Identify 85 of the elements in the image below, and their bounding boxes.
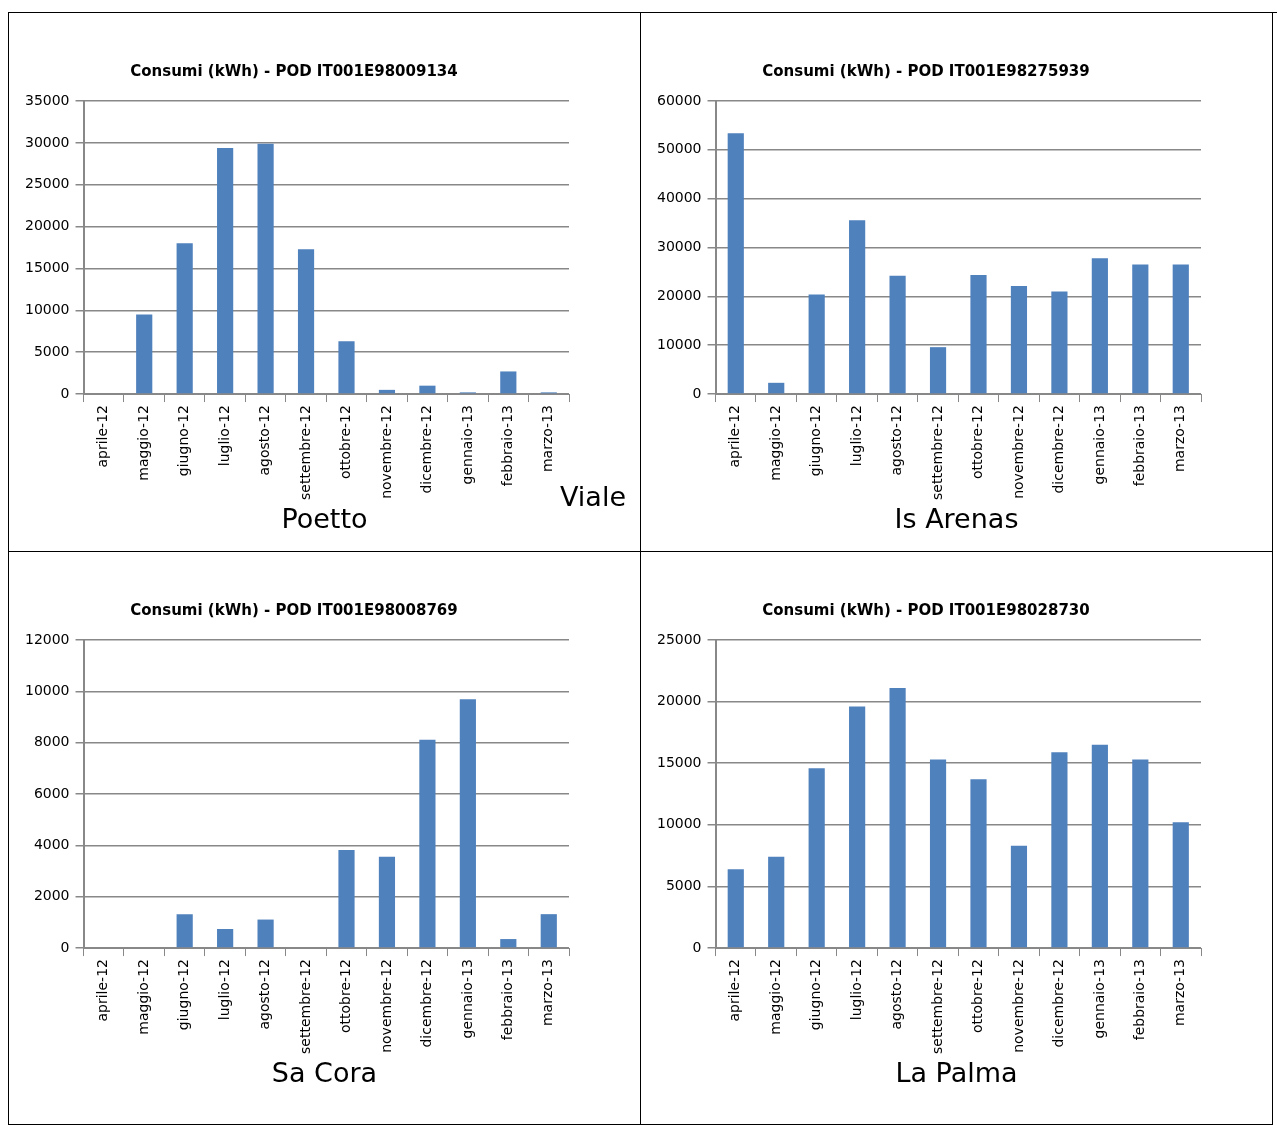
y-tick-label: 8000 [33,733,70,750]
x-tick-label: gennaio-13 [1090,405,1107,485]
y-tick-label: 5000 [33,342,70,359]
x-tick-label: agosto-12 [256,405,273,476]
x-tick-label: luglio-12 [847,959,864,1021]
y-tick-label: 0 [692,384,702,401]
y-tick-label: 15000 [656,753,702,770]
text: Sa Cora [270,1057,379,1089]
text: Viale [559,481,626,513]
text: Poetto [281,503,368,534]
y-tick-label: 0 [60,384,70,401]
x-tick-label: luglio-12 [215,405,232,467]
y-tick-label: 4000 [33,836,70,853]
x-tick-label: maggio-12 [134,959,151,1035]
y-tick-label: 60000 [656,91,702,108]
chart-title: Consumi (kWh) - POD IT001E98008769 [130,600,458,619]
y-tick-label: 30000 [24,133,70,150]
x-tick-label: febbraio-13 [498,405,515,487]
chart-title: Consumi (kWh) - POD IT001E98028730 [762,600,1090,619]
y-tick-label: 6000 [33,784,70,801]
chart-title: Consumi (kWh) - POD IT001E98009134 [130,61,458,80]
y-tick-label: 12000 [24,630,70,647]
x-tick-label: aprile-12 [94,959,111,1022]
x-tick-label: maggio-12 [766,959,783,1035]
x-tick-label: gennaio-13 [458,405,475,485]
x-tick-label: settembre-12 [296,959,313,1054]
x-tick-label: marzo-13 [539,959,556,1027]
x-tick-label: settembre-12 [296,405,313,500]
x-tick-label: dicembre-12 [1050,405,1067,494]
x-tick-label: marzo-13 [1171,405,1188,473]
x-tick-label: agosto-12 [888,959,905,1030]
x-tick-label: febbraio-13 [1130,405,1147,487]
x-tick-label: dicembre-12 [418,959,435,1048]
x-tick-label: luglio-12 [215,959,232,1021]
y-tick-label: 0 [692,938,702,955]
x-tick-label: ottobre-12 [969,959,986,1033]
x-tick-label: giugno-12 [175,405,192,477]
x-tick-label: giugno-12 [807,405,824,477]
chart-title: Consumi (kWh) - POD IT001E98275939 [762,61,1090,80]
y-tick-label: 2000 [33,887,70,904]
y-tick-label: 10000 [24,300,70,317]
x-tick-label: agosto-12 [888,405,905,476]
text: Is Arenas [893,503,1020,535]
y-tick-label: 25000 [24,175,70,192]
x-tick-label: dicembre-12 [1050,959,1067,1048]
x-tick-label: novembre-12 [377,959,394,1053]
y-tick-label: 30000 [656,238,702,255]
y-tick-label: 10000 [656,335,702,352]
x-tick-label: aprile-12 [94,405,111,468]
y-tick-label: 10000 [24,681,70,698]
y-tick-label: 20000 [24,217,70,234]
y-tick-label: 35000 [24,91,70,108]
x-tick-label: novembre-12 [1009,405,1026,499]
x-tick-label: settembre-12 [928,405,945,500]
y-tick-label: 20000 [656,287,702,304]
x-tick-label: novembre-12 [1009,959,1026,1053]
x-tick-label: ottobre-12 [337,405,354,479]
y-tick-label: 15000 [24,259,70,276]
x-tick-label: ottobre-12 [337,959,354,1033]
y-tick-label: 20000 [656,692,702,709]
y-tick-label: 5000 [665,877,702,894]
x-tick-label: aprile-12 [726,959,743,1022]
y-tick-label: 0 [60,938,70,955]
x-tick-label: ottobre-12 [969,405,986,479]
x-tick-label: dicembre-12 [418,405,435,494]
x-tick-label: febbraio-13 [498,959,515,1041]
x-tick-label: luglio-12 [847,405,864,467]
text: La Palma [894,1057,1019,1089]
x-tick-label: maggio-12 [134,405,151,481]
x-tick-label: novembre-12 [377,405,394,499]
x-tick-label: agosto-12 [256,959,273,1030]
x-tick-label: giugno-12 [807,959,824,1031]
x-tick-label: gennaio-13 [458,959,475,1039]
y-tick-label: 50000 [656,140,702,157]
y-tick-label: 25000 [656,630,702,647]
y-tick-label: 40000 [656,189,702,206]
x-tick-label: marzo-13 [539,405,556,473]
x-tick-label: settembre-12 [928,959,945,1054]
y-tick-label: 10000 [656,815,702,832]
x-tick-label: gennaio-13 [1090,959,1107,1039]
x-tick-label: febbraio-13 [1130,959,1147,1041]
x-tick-label: marzo-13 [1171,959,1188,1027]
x-tick-label: aprile-12 [726,405,743,468]
x-tick-label: giugno-12 [175,959,192,1031]
x-tick-label: maggio-12 [766,405,783,481]
